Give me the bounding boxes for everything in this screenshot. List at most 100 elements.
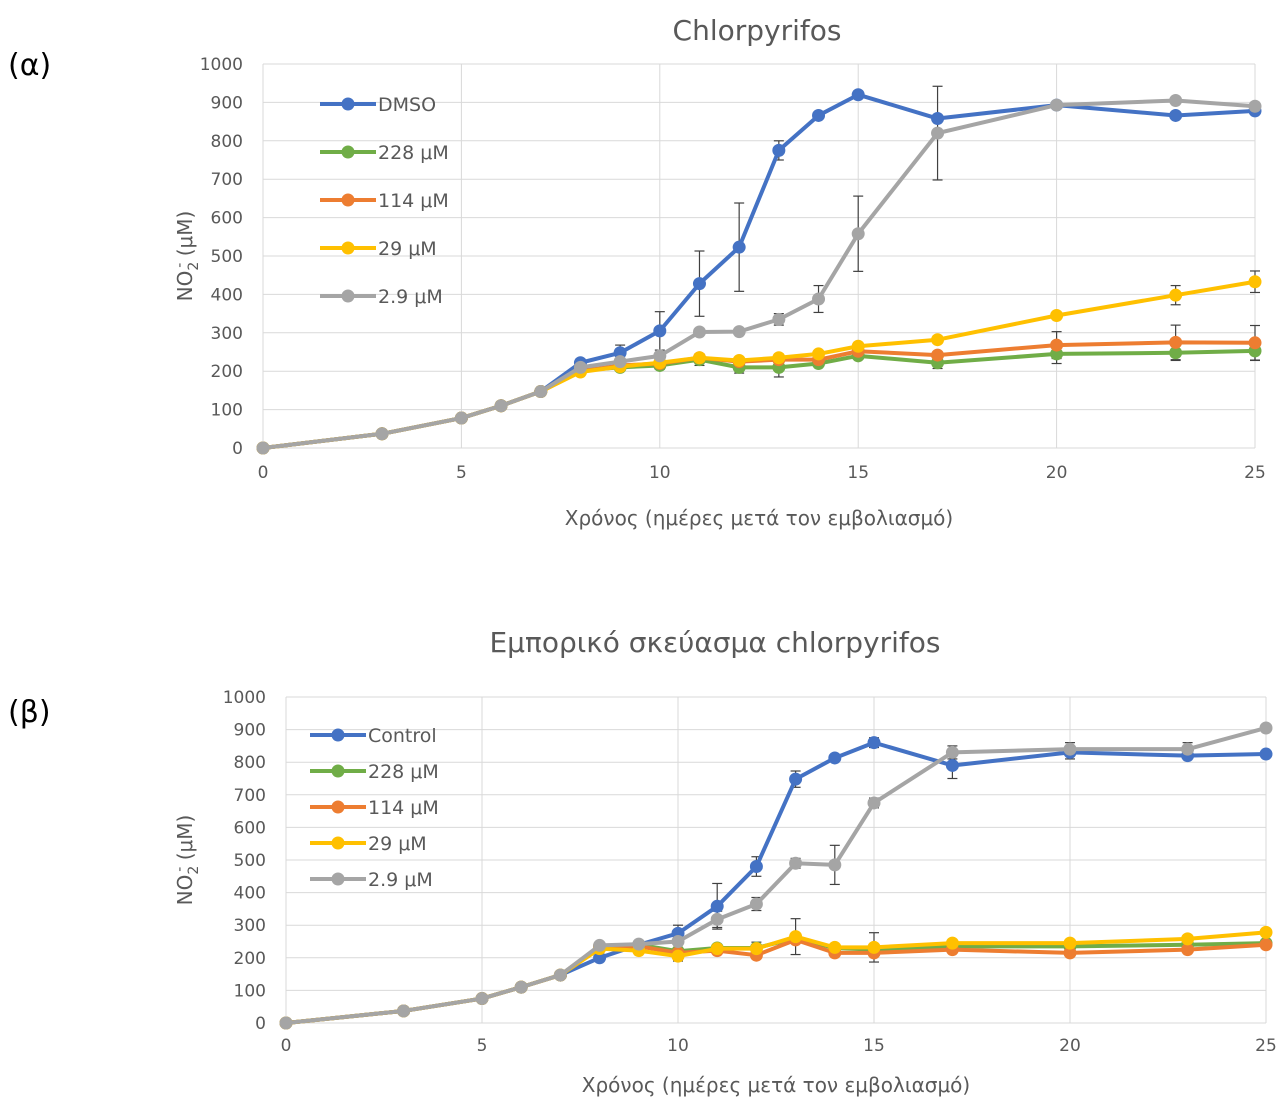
legend-label: 29 μM xyxy=(368,833,427,855)
y-tick-label: 900 xyxy=(234,721,266,741)
data-point xyxy=(710,912,724,926)
x-tick-label: 25 xyxy=(1244,463,1266,483)
y-tick-label: 700 xyxy=(211,170,243,190)
legend-marker xyxy=(331,800,345,814)
legend-marker xyxy=(331,836,345,850)
legend-label: 228 μM xyxy=(378,142,449,164)
x-axis-label: Χρόνος (ημέρες μετά τον εμβολιασμό) xyxy=(565,506,953,530)
data-point xyxy=(494,399,508,413)
data-point xyxy=(749,942,763,956)
y-tick-label: 100 xyxy=(211,401,243,421)
data-point xyxy=(812,108,826,122)
data-point xyxy=(1259,938,1273,952)
data-point xyxy=(772,351,786,365)
panel-label-a: (α) xyxy=(8,48,52,83)
data-point xyxy=(1169,93,1183,107)
data-point xyxy=(851,339,865,353)
x-tick-label: 5 xyxy=(456,463,467,483)
legend-label: DMSO xyxy=(378,94,436,116)
legend-marker xyxy=(341,241,355,255)
data-point xyxy=(931,348,945,362)
y-tick-label: 600 xyxy=(211,209,243,229)
data-point xyxy=(692,277,706,291)
y-tick-label: 1000 xyxy=(200,55,243,75)
data-point xyxy=(1050,98,1064,112)
legend-marker xyxy=(341,145,355,159)
x-tick-label: 20 xyxy=(1059,1036,1081,1056)
y-tick-label: 900 xyxy=(211,93,243,113)
data-point xyxy=(931,333,945,347)
data-point xyxy=(867,796,881,810)
data-point xyxy=(1181,943,1195,957)
data-point xyxy=(931,126,945,140)
legend-marker xyxy=(341,97,355,111)
data-point xyxy=(812,292,826,306)
data-point xyxy=(1259,721,1273,735)
data-point xyxy=(867,736,881,750)
data-point xyxy=(454,411,468,425)
data-point xyxy=(613,355,627,369)
data-point xyxy=(534,385,548,399)
data-point xyxy=(397,1004,411,1018)
x-tick-label: 25 xyxy=(1255,1036,1277,1056)
y-tick-label: 1000 xyxy=(223,688,266,708)
legend-label: 29 μM xyxy=(378,238,437,260)
x-tick-label: 0 xyxy=(258,463,269,483)
x-tick-label: 15 xyxy=(863,1036,885,1056)
legend-label: 228 μM xyxy=(368,761,439,783)
data-point xyxy=(710,942,724,956)
legend-marker xyxy=(331,764,345,778)
panel-label-b: (β) xyxy=(8,695,51,730)
y-tick-label: 400 xyxy=(234,884,266,904)
y-tick-label: 500 xyxy=(211,247,243,267)
data-point xyxy=(1259,747,1273,761)
y-axis-label: NO2- (μM) xyxy=(172,211,202,302)
data-point xyxy=(945,936,959,950)
legend-label: 114 μM xyxy=(378,190,449,212)
data-point xyxy=(1248,336,1262,350)
series-line xyxy=(262,348,1256,450)
data-point xyxy=(573,360,587,374)
chart-title: Εμπορικό σκεύασμα chlorpyrifos xyxy=(489,626,940,659)
y-tick-label: 600 xyxy=(234,818,266,838)
data-point xyxy=(692,351,706,365)
legend-marker xyxy=(341,193,355,207)
data-point xyxy=(671,935,685,948)
x-tick-label: 5 xyxy=(477,1036,488,1056)
x-tick-label: 15 xyxy=(847,463,869,483)
data-point xyxy=(828,940,842,954)
y-axis-label: NO2- (μM) xyxy=(172,815,202,906)
legend-marker xyxy=(341,289,355,303)
legend-marker xyxy=(331,872,345,886)
data-point xyxy=(514,980,528,994)
data-point xyxy=(1063,946,1077,960)
y-tick-label: 300 xyxy=(234,916,266,936)
data-point xyxy=(1248,275,1262,289)
data-point xyxy=(553,968,567,982)
x-tick-label: 20 xyxy=(1046,463,1068,483)
data-point xyxy=(931,112,945,126)
legend-label: 114 μM xyxy=(368,797,439,819)
chart-title: Chlorpyrifos xyxy=(673,14,842,47)
y-tick-label: 100 xyxy=(234,981,266,1001)
data-point xyxy=(851,227,865,241)
data-point xyxy=(1063,742,1077,756)
data-point xyxy=(945,758,959,772)
data-point xyxy=(671,949,685,963)
data-point xyxy=(256,441,270,455)
data-point xyxy=(1169,335,1183,349)
data-point xyxy=(851,88,865,102)
data-point xyxy=(749,860,763,874)
data-point xyxy=(812,347,826,361)
data-point xyxy=(593,951,607,965)
x-tick-label: 0 xyxy=(281,1036,292,1056)
y-tick-label: 300 xyxy=(211,324,243,344)
y-tick-label: 700 xyxy=(234,786,266,806)
data-point xyxy=(749,897,763,911)
data-point xyxy=(632,937,646,951)
y-tick-label: 0 xyxy=(255,1014,266,1034)
data-point xyxy=(867,940,881,954)
data-point xyxy=(710,899,724,913)
x-tick-label: 10 xyxy=(649,463,671,483)
data-point xyxy=(593,938,607,952)
